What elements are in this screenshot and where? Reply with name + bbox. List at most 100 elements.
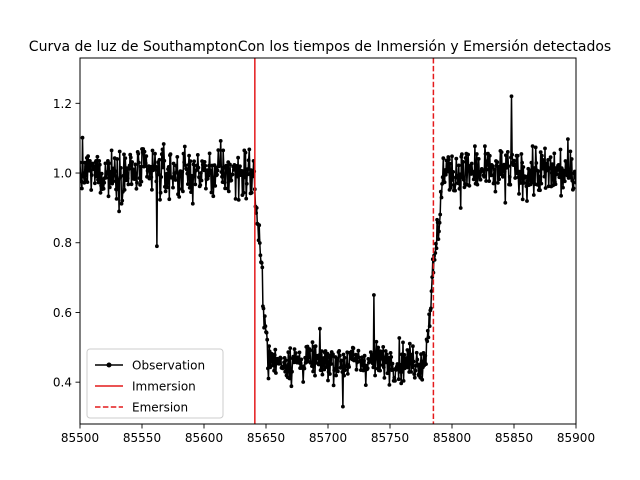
observation-point	[127, 167, 131, 171]
observation-point	[538, 188, 542, 193]
observation-point	[120, 198, 125, 203]
observation-point	[216, 148, 221, 153]
observation-point	[117, 209, 121, 214]
observation-point	[173, 178, 178, 182]
observation-point	[545, 161, 549, 166]
observation-point	[93, 181, 97, 186]
observation-point	[373, 373, 377, 378]
observation-point	[492, 167, 497, 172]
observation-point	[438, 212, 443, 217]
observation-point	[475, 182, 480, 187]
observation-point	[230, 172, 235, 177]
observation-point	[270, 363, 275, 368]
observation-point	[426, 335, 431, 340]
observation-point	[458, 172, 462, 177]
observation-point	[89, 173, 94, 178]
observation-point	[107, 185, 112, 190]
observation-point	[326, 378, 330, 383]
observation-point	[528, 168, 532, 173]
observation-point	[493, 189, 498, 194]
observation-point	[187, 185, 192, 190]
observation-point	[478, 177, 483, 182]
observation-point	[339, 358, 344, 363]
observation-point	[222, 180, 227, 185]
y-tick-label: 0.4	[53, 376, 72, 390]
observation-point	[453, 188, 457, 193]
observation-point	[406, 348, 411, 353]
observation-point	[107, 161, 111, 166]
observation-point	[519, 152, 524, 156]
observation-point	[101, 186, 106, 191]
observation-point	[238, 164, 242, 169]
observation-point	[381, 365, 386, 370]
observation-point	[207, 151, 212, 156]
observation-point	[363, 383, 368, 387]
observation-point	[228, 162, 232, 167]
observation-point	[215, 172, 219, 177]
observation-point	[114, 197, 119, 201]
observation-point	[411, 344, 415, 349]
observation-point	[213, 184, 218, 188]
observation-point	[117, 149, 122, 154]
observation-point	[180, 169, 185, 174]
observation-point	[115, 187, 120, 192]
observation-point	[212, 179, 216, 184]
observation-point	[489, 173, 493, 178]
axes: 85500 85550 85600 85650 85700 85750 85800 85850…	[53, 57, 595, 445]
observation-point	[207, 163, 211, 168]
observation-point	[361, 368, 366, 373]
observation-point	[548, 166, 552, 171]
observation-point	[558, 147, 563, 152]
observation-point	[345, 372, 350, 376]
observation-point	[174, 163, 179, 168]
observation-point	[348, 352, 353, 357]
x-tick-label: 85900	[557, 431, 595, 445]
observation-point	[137, 160, 141, 165]
observation-point	[487, 179, 492, 184]
observation-point	[113, 169, 118, 174]
observation-point	[190, 201, 195, 206]
observation-point	[125, 176, 130, 181]
observation-point	[289, 384, 294, 389]
observation-point	[132, 168, 136, 172]
observation-point	[552, 151, 557, 156]
observation-point	[185, 171, 190, 176]
observation-point	[273, 347, 278, 352]
observation-point	[506, 164, 511, 169]
legend-label-immersion: Immersion	[132, 380, 196, 394]
observation-point	[306, 355, 311, 360]
observation-point	[213, 165, 218, 170]
observation-point	[356, 348, 361, 353]
observation-point	[264, 330, 269, 335]
observation-point	[331, 352, 335, 357]
observation-point	[400, 369, 405, 374]
observation-point	[84, 164, 89, 169]
observation-point	[236, 198, 241, 202]
observation-point	[158, 190, 163, 195]
observation-point	[370, 352, 374, 357]
observation-point	[417, 362, 422, 367]
observation-point	[398, 362, 403, 367]
observation-point	[409, 352, 414, 357]
observation-point	[522, 181, 526, 185]
observation-point	[128, 155, 133, 160]
observation-point	[281, 364, 286, 369]
observation-point	[378, 368, 382, 373]
observation-point	[313, 344, 318, 349]
observation-point	[409, 370, 413, 374]
observation-point	[118, 175, 123, 180]
observation-point	[265, 337, 270, 342]
observation-point	[381, 345, 386, 349]
observation-point	[244, 196, 249, 201]
observation-point	[287, 361, 291, 366]
observation-point	[504, 153, 508, 158]
observation-point	[211, 194, 216, 199]
observation-point	[401, 340, 405, 345]
observation-point	[99, 183, 103, 188]
observation-point	[447, 157, 451, 162]
observation-point	[286, 350, 291, 355]
observation-point	[319, 349, 324, 353]
observation-point	[80, 186, 84, 191]
observation-point	[342, 373, 346, 378]
observation-point	[96, 180, 101, 185]
